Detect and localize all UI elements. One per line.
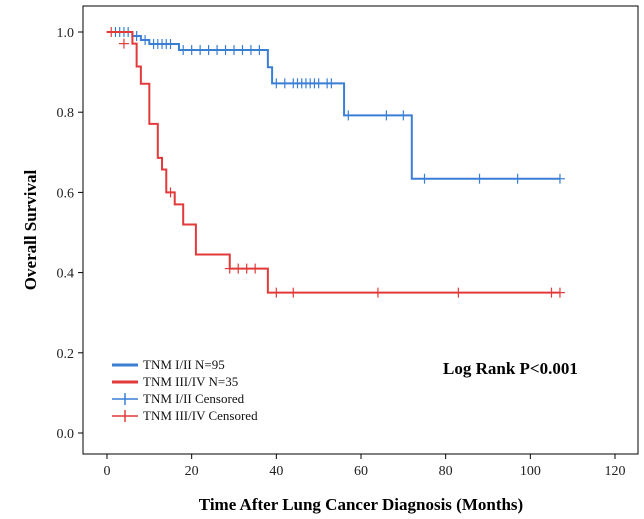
censor-mark	[398, 110, 409, 121]
censor-mark	[165, 187, 176, 198]
x-axis-title: Time After Lung Cancer Diagnosis (Months…	[199, 495, 523, 514]
censor-mark	[224, 263, 235, 274]
censor-mark	[254, 45, 265, 56]
legend-label-tnm-iii-iv-censored: TNM III/IV Censored	[143, 408, 258, 423]
censor-mark	[554, 287, 565, 298]
x-tick-label: 120	[605, 464, 626, 479]
legend-label-tnm-iii-iv: TNM III/IV N=35	[143, 374, 238, 389]
censor-mark	[106, 27, 117, 37]
censor-mark	[165, 39, 176, 50]
censor-mark	[229, 45, 239, 56]
x-tick-label: 0	[104, 464, 111, 479]
y-axis: 0.0 0.2 0.4 0.6 0.8 1.0	[57, 26, 83, 442]
censor-mark	[195, 45, 206, 56]
censor-mark	[241, 263, 252, 274]
x-tick-label: 100	[520, 464, 541, 479]
x-tick-label: 80	[439, 464, 453, 479]
censor-mark	[118, 38, 129, 49]
censor-mark	[279, 78, 290, 89]
censor-mark	[343, 110, 354, 121]
censor-mark	[419, 173, 430, 184]
censor-mark	[186, 45, 197, 56]
y-tick-label: 0.8	[57, 106, 75, 121]
censor-mark	[381, 110, 392, 121]
censor-mark	[546, 287, 557, 298]
censor-mark	[474, 173, 485, 184]
x-tick-label: 60	[354, 464, 368, 479]
censor-mark	[237, 45, 248, 56]
censor-mark	[554, 173, 565, 184]
censor-mark	[140, 35, 151, 46]
censor-mark	[512, 173, 523, 184]
censor-mark	[271, 78, 282, 89]
x-axis: 0 20 40 60 80 100 120	[104, 454, 626, 479]
legend-swatch-tnm-i-ii-censored	[112, 393, 138, 405]
y-tick-label: 0.0	[57, 427, 75, 442]
censor-mark	[178, 45, 189, 56]
censor-mark	[203, 45, 214, 56]
series-line-1	[107, 31, 560, 294]
series-layer	[106, 27, 565, 298]
censor-mark	[326, 78, 337, 89]
censor-mark	[220, 45, 231, 56]
y-tick-label: 0.2	[57, 347, 75, 362]
y-tick-label: 1.0	[57, 26, 75, 41]
y-tick-label: 0.6	[57, 186, 75, 201]
censor-mark	[453, 287, 464, 298]
censor-mark	[245, 45, 256, 56]
legend-label-tnm-i-ii-censored: TNM I/II Censored	[143, 391, 245, 406]
legend-swatch-tnm-iii-iv-censored	[112, 410, 138, 422]
legend: TNM I/II N=95 TNM III/IV N=35 TNM I/II C…	[112, 357, 258, 423]
x-tick-label: 20	[185, 464, 199, 479]
y-axis-title: Overall Survival	[21, 170, 40, 291]
censor-mark	[288, 287, 299, 298]
log-rank-annotation: Log Rank P<0.001	[443, 359, 578, 378]
censor-mark	[250, 263, 261, 274]
censor-mark	[313, 78, 324, 89]
censor-mark	[372, 287, 383, 298]
censor-mark	[212, 45, 223, 56]
censor-mark	[271, 287, 282, 298]
censor-mark	[233, 263, 244, 274]
y-tick-label: 0.4	[57, 267, 75, 282]
legend-label-tnm-i-ii: TNM I/II N=95	[143, 357, 225, 372]
x-tick-label: 40	[269, 464, 283, 479]
